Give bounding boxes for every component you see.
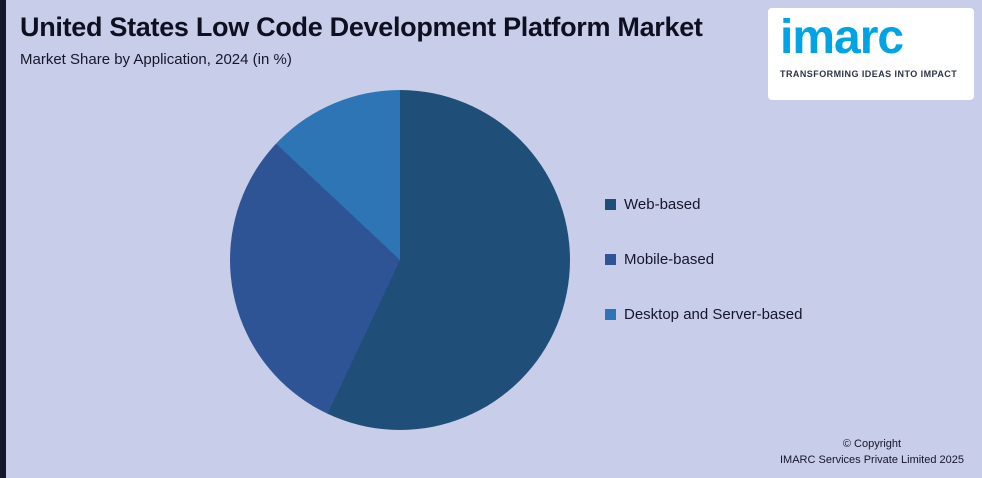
legend-label-web-based: Web-based: [624, 196, 701, 213]
legend-label-desktop-server-based: Desktop and Server-based: [624, 306, 803, 323]
pie-chart: [230, 90, 570, 430]
imarc-tagline: TRANSFORMING IDEAS INTO IMPACT: [780, 69, 958, 79]
imarc-logo: imarc TRANSFORMING IDEAS INTO IMPACT: [768, 8, 974, 100]
imarc-wordmark: imarc: [780, 11, 904, 64]
legend-marker-desktop-server-based: [605, 309, 616, 320]
chart-subtitle: Market Share by Application, 2024 (in %): [20, 51, 292, 68]
left-accent-bar: [0, 0, 6, 478]
legend-item-web-based: Web-based: [605, 196, 802, 213]
legend-marker-web-based: [605, 199, 616, 210]
chart-title: United States Low Code Development Platf…: [20, 12, 703, 42]
legend-item-mobile-based: Mobile-based: [605, 251, 802, 268]
copyright-line1: © Copyright: [842, 438, 902, 450]
legend-marker-mobile-based: [605, 254, 616, 265]
legend: Web-based Mobile-based Desktop and Serve…: [605, 196, 802, 323]
copyright-line2: IMARC Services Private Limited 2025: [779, 454, 964, 466]
copyright: © Copyright IMARC Services Private Limit…: [780, 438, 964, 466]
legend-item-desktop-server-based: Desktop and Server-based: [605, 306, 802, 323]
legend-label-mobile-based: Mobile-based: [624, 251, 715, 268]
chart-header: United States Low Code Development Platf…: [20, 12, 703, 68]
